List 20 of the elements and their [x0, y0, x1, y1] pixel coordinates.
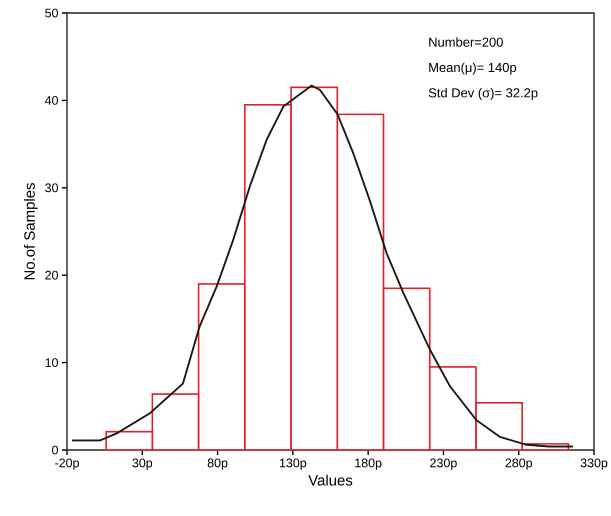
x-axis-title: Values — [308, 474, 352, 486]
y-axis-title: No.of Samples — [24, 183, 38, 280]
x-tick-label: -20p — [55, 458, 79, 470]
x-tick-label: 80p — [208, 458, 228, 470]
x-tick-label: 130p — [280, 458, 306, 470]
y-tick-label: 50 — [45, 8, 58, 18]
x-tick-label: 180p — [355, 458, 382, 470]
y-tick-label: 20 — [45, 270, 58, 280]
x-tick-label: 30p — [132, 458, 152, 470]
y-tick-label: 10 — [46, 358, 58, 368]
x-tick-label: 330p — [580, 458, 608, 470]
y-tick-label: 40 — [44, 96, 58, 105]
y-tick-label: 0 — [52, 446, 58, 454]
annotation: Number=200 — [429, 37, 503, 47]
annotation: Mean(μ)= 140p — [429, 62, 516, 75]
x-tick-label: 230p — [430, 458, 457, 470]
annotation: Std Dev (σ)= 32.2p — [428, 88, 538, 100]
y-tick-label: 30 — [45, 183, 58, 192]
x-tick-label: 280p — [505, 458, 532, 470]
line-series — [71, 84, 574, 448]
